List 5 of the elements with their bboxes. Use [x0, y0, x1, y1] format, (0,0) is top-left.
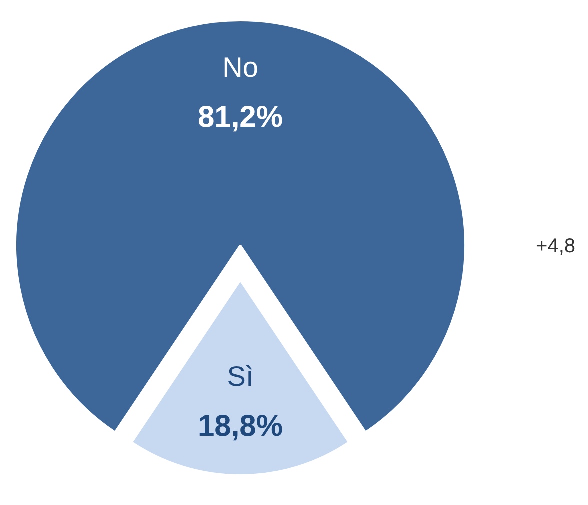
- data-label: 81,2%: [198, 101, 284, 134]
- slice-label: Sì: [227, 360, 254, 392]
- data-label: 18,8%: [198, 410, 284, 443]
- slice-label: No: [222, 52, 258, 83]
- text: +4,8: [536, 236, 576, 258]
